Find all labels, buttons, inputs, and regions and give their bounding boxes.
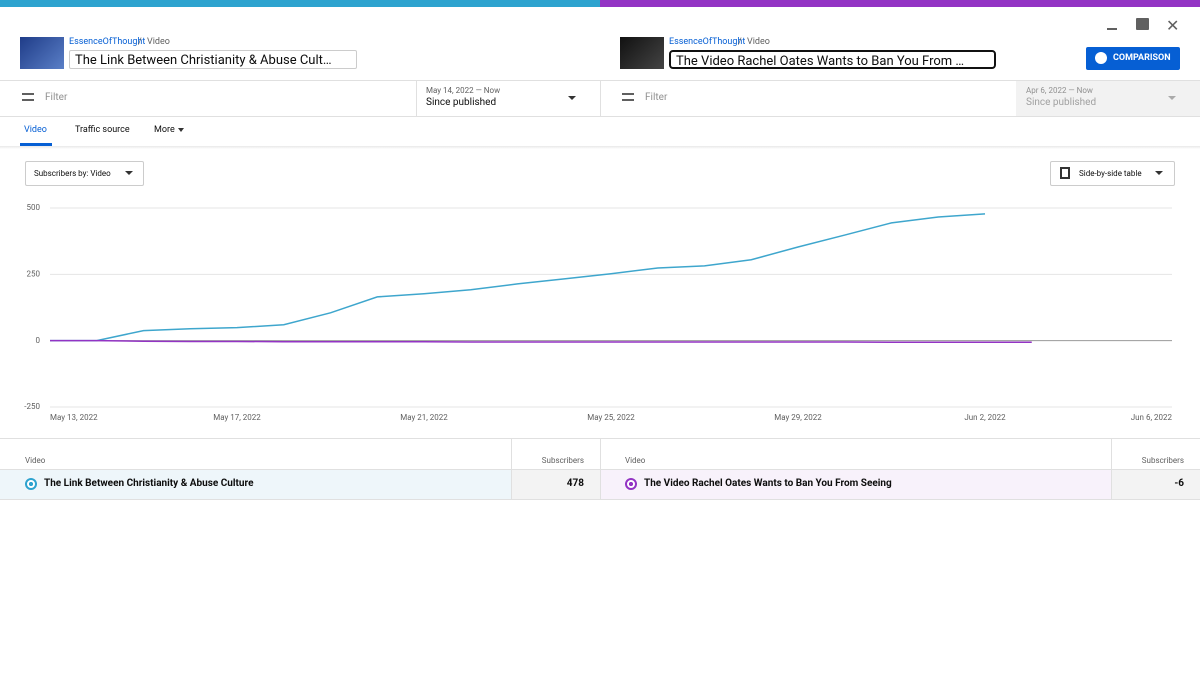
row-bg — [512, 470, 600, 499]
dropdown-arrow — [568, 96, 576, 104]
dropdown-arrow — [125, 171, 133, 179]
series-line — [50, 213, 986, 342]
view-dropdown[interactable]: Side-by-side table — [1050, 161, 1175, 186]
channel-link[interactable]: EssenceOfThought — [69, 37, 146, 47]
row-value: -6 — [1174, 478, 1184, 489]
x-tick-label: May 25, 2022 — [587, 413, 635, 422]
x-tick-label: May 13, 2022 — [50, 413, 98, 422]
date-range: Apr 6, 2022 — Now — [1026, 86, 1093, 95]
divider — [511, 438, 512, 499]
y-tick-label: 250 — [27, 269, 41, 278]
series-radio[interactable] — [25, 478, 37, 490]
separator: / — [738, 37, 742, 47]
dropdown-arrow — [1168, 96, 1176, 104]
series-radio[interactable] — [625, 478, 637, 490]
column-header[interactable]: Subscribers — [541, 456, 584, 465]
tab[interactable]: More — [154, 125, 175, 135]
video-title-search[interactable]: The Link Between Christianity & Abuse Cu… — [69, 50, 357, 69]
x-tick-label: May 29, 2022 — [774, 413, 822, 422]
metric-dropdown[interactable]: Subscribers by: Video — [25, 161, 144, 186]
column-header: Video — [625, 456, 646, 465]
filter-input[interactable]: Filter — [45, 92, 68, 103]
x-tick-label: Jun 2, 2022 — [964, 413, 1006, 422]
download-icon[interactable] — [1107, 18, 1117, 30]
feedback-icon[interactable] — [1136, 18, 1149, 30]
column-header[interactable]: Subscribers — [1141, 456, 1184, 465]
period-dropdown: Since published — [1026, 97, 1097, 108]
video-title-search[interactable]: The Video Rachel Oates Wants to Ban You … — [669, 50, 996, 69]
row-title: The Video Rachel Oates Wants to Ban You … — [644, 478, 892, 489]
period-dropdown[interactable]: Since published — [426, 97, 497, 108]
row-bg — [0, 470, 511, 499]
row-value: 478 — [566, 478, 584, 489]
filter-icon — [622, 93, 634, 101]
filter-input[interactable]: Filter — [645, 92, 668, 103]
left-color-bar — [0, 0, 600, 7]
divider — [0, 499, 1200, 500]
date-range: May 14, 2022 — Now — [426, 86, 501, 95]
shadow — [0, 146, 1200, 149]
x-tick-label: May 21, 2022 — [400, 413, 448, 422]
dropdown-arrow — [1155, 171, 1163, 179]
crumb: Video — [147, 37, 170, 47]
left-thumbnail[interactable] — [20, 37, 64, 69]
right-thumbnail[interactable] — [620, 37, 664, 69]
y-tick-label: -250 — [24, 402, 40, 411]
table-icon — [1060, 167, 1070, 179]
y-tick-label: 0 — [36, 336, 41, 345]
channel-link[interactable]: EssenceOfThought — [669, 37, 746, 47]
separator: / — [138, 37, 142, 47]
row-title: The Link Between Christianity & Abuse Cu… — [44, 478, 254, 489]
x-tick-label: May 17, 2022 — [213, 413, 261, 422]
right-color-bar — [600, 0, 1200, 7]
column-header: Video — [25, 456, 46, 465]
divider — [1111, 438, 1112, 499]
x-tick-label: Jun 6, 2022 — [1131, 413, 1173, 422]
y-tick-label: 500 — [27, 203, 41, 212]
tab[interactable]: Traffic source — [75, 125, 130, 135]
row-bg — [1112, 470, 1200, 499]
close-icon — [1095, 52, 1107, 64]
tab[interactable]: Video — [24, 125, 47, 135]
divider — [416, 80, 417, 116]
row-bg — [601, 470, 1111, 499]
divider — [600, 438, 601, 499]
series-line — [50, 339, 1032, 344]
comparison-button[interactable]: COMPARISON — [1086, 47, 1180, 70]
divider — [0, 116, 1200, 117]
tab-indicator — [20, 143, 52, 146]
divider — [600, 80, 601, 116]
crumb: Video — [747, 37, 770, 47]
filter-icon — [22, 93, 34, 101]
chart: -250 0 250 500 May 13, 2022 May 17, 2022 May 2… — [24, 203, 1173, 422]
close-button[interactable]: ✕ — [1166, 16, 1180, 35]
dropdown-arrow — [178, 128, 184, 135]
